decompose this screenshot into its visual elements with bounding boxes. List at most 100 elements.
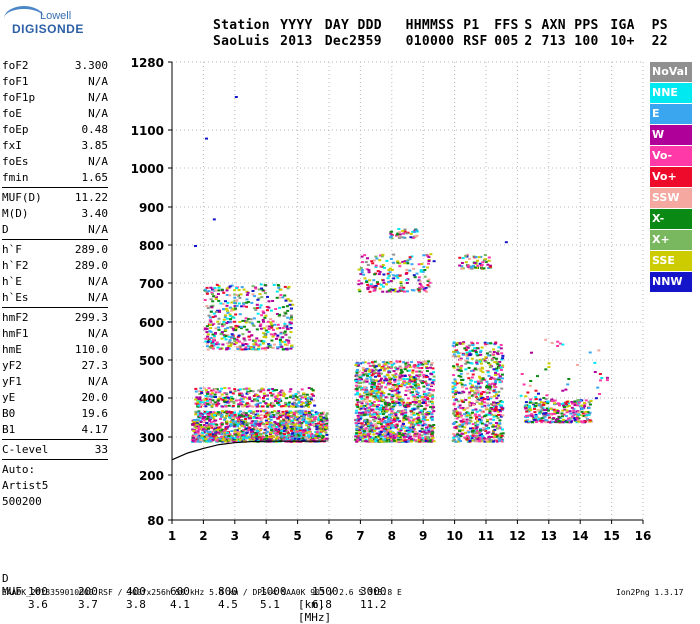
echo-point xyxy=(270,429,273,431)
echo-point xyxy=(429,253,432,255)
echo-point xyxy=(573,414,576,416)
echo-point xyxy=(204,289,207,291)
echo-point xyxy=(197,441,200,443)
echo-point xyxy=(366,378,369,380)
echo-point xyxy=(200,437,203,439)
echo-point xyxy=(192,437,195,439)
echo-point xyxy=(379,440,382,442)
echo-point xyxy=(433,376,436,378)
echo-point xyxy=(566,411,569,413)
echo-point xyxy=(282,306,285,308)
echo-point xyxy=(390,231,393,233)
echo-point xyxy=(497,373,500,375)
echo-point xyxy=(206,393,209,395)
echo-point xyxy=(217,400,220,402)
echo-point xyxy=(378,375,381,377)
echo-point xyxy=(421,286,424,288)
echo-point xyxy=(206,440,209,442)
echo-point xyxy=(431,401,434,403)
echo-point xyxy=(561,410,564,412)
echo-point xyxy=(535,402,538,404)
echo-point xyxy=(209,317,212,319)
echo-point xyxy=(476,426,479,428)
echo-point xyxy=(371,361,374,363)
echo-point xyxy=(569,410,572,412)
echo-point xyxy=(362,425,365,427)
echo-point xyxy=(256,307,259,309)
echo-point xyxy=(369,420,372,422)
echo-point xyxy=(493,404,496,406)
echo-point xyxy=(237,413,240,415)
echo-point xyxy=(246,298,249,300)
echo-point xyxy=(486,352,489,354)
echo-point xyxy=(369,400,372,402)
echo-point xyxy=(193,419,196,421)
echo-point xyxy=(392,254,395,256)
echo-point xyxy=(382,418,385,420)
echo-point xyxy=(211,300,214,302)
echo-point xyxy=(274,396,277,398)
echo-point xyxy=(287,414,290,416)
echo-point xyxy=(206,328,209,330)
echo-point xyxy=(555,421,558,423)
echo-point xyxy=(320,412,323,414)
echo-point xyxy=(370,260,373,262)
echo-point xyxy=(239,402,242,404)
echo-point xyxy=(246,294,249,296)
echo-point xyxy=(475,362,478,364)
echo-point xyxy=(259,429,262,431)
echo-point xyxy=(292,395,295,397)
echo-point xyxy=(525,407,528,409)
echo-point xyxy=(372,427,375,429)
echo-point xyxy=(223,430,226,432)
echo-point xyxy=(221,423,224,425)
echo-point xyxy=(566,421,569,423)
echo-point xyxy=(377,421,380,423)
echo-point xyxy=(264,315,267,317)
echo-point xyxy=(230,414,233,416)
echo-point xyxy=(493,429,496,431)
echo-point xyxy=(551,413,554,415)
echo-point xyxy=(483,401,486,403)
echo-point xyxy=(192,430,195,432)
echo-point xyxy=(459,367,462,369)
echo-point xyxy=(366,381,369,383)
echo-point xyxy=(500,435,503,437)
echo-point xyxy=(466,361,469,363)
echo-point xyxy=(225,415,228,417)
echo-point xyxy=(197,432,200,434)
echo-point xyxy=(365,440,368,442)
echo-point xyxy=(377,411,380,413)
echo-point xyxy=(246,432,249,434)
echo-point xyxy=(205,430,208,432)
echo-point xyxy=(459,359,462,361)
echo-point xyxy=(476,400,479,402)
echo-point xyxy=(379,409,382,411)
echo-point xyxy=(194,399,197,401)
echo-point xyxy=(223,387,226,389)
echo-point xyxy=(561,421,564,423)
echo-point xyxy=(251,348,254,350)
echo-point xyxy=(291,437,294,439)
echo-point xyxy=(478,256,481,258)
echo-point xyxy=(325,427,328,429)
echo-point xyxy=(597,349,600,351)
echo-point xyxy=(212,348,215,350)
echo-point xyxy=(418,263,421,265)
echo-point xyxy=(418,412,421,414)
echo-point xyxy=(431,419,434,421)
echo-point xyxy=(219,396,222,398)
echo-point xyxy=(432,424,435,426)
echo-point xyxy=(583,402,586,404)
echo-point xyxy=(552,417,555,419)
echo-point xyxy=(278,307,281,309)
echo-point xyxy=(289,388,292,390)
echo-point xyxy=(432,410,435,412)
echo-point xyxy=(562,419,565,421)
echo-point xyxy=(221,331,224,333)
echo-point xyxy=(478,403,481,405)
echo-point xyxy=(381,399,384,401)
echo-point xyxy=(460,268,463,270)
echo-point xyxy=(569,413,572,415)
echo-point xyxy=(432,379,435,381)
